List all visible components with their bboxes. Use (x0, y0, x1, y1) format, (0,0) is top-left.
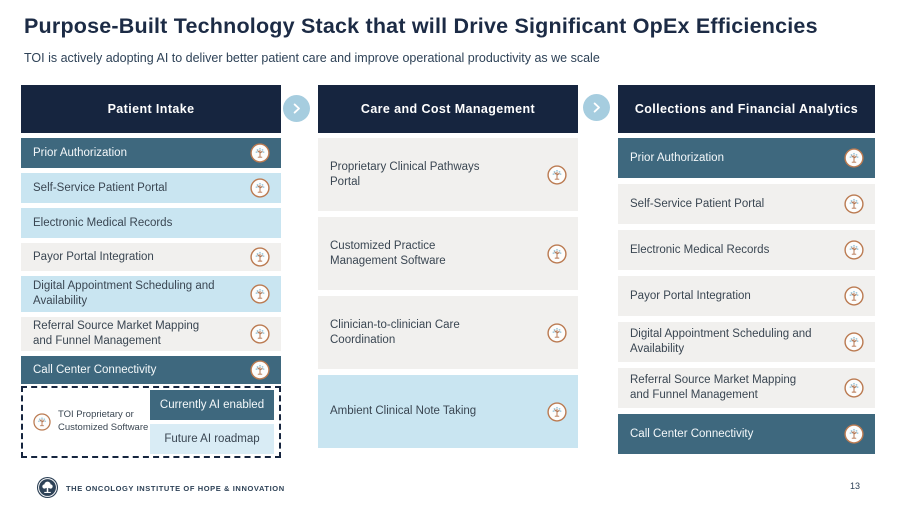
column-body: Prior Authorization Self-Service Patient… (21, 138, 281, 384)
stack-item-label: Payor Portal Integration (630, 289, 751, 302)
legend-ai-enabled-chip: Currently AI enabled (150, 390, 274, 420)
stack-item: Electronic Medical Records (618, 230, 875, 270)
legend-proprietary-label: TOI Proprietary or Customized Software (58, 409, 149, 433)
toi-tree-icon (844, 240, 864, 260)
toi-footer-logo-icon (36, 476, 59, 499)
stack-item-label: Electronic Medical Records (630, 243, 770, 256)
stack-item: Referral Source Market Mapping and Funne… (21, 317, 281, 351)
toi-tree-icon (844, 148, 864, 168)
stack-item-label: Payor Portal Integration (33, 250, 154, 263)
stack-item-label: Proprietary Clinical Pathways Portal (330, 160, 480, 188)
toi-tree-icon (547, 401, 567, 422)
toi-tree-icon (547, 243, 567, 264)
toi-tree-icon (547, 322, 567, 343)
legend-icon-slot (33, 413, 51, 431)
chevron-right-icon (583, 94, 610, 121)
stack-item-label: Customized Practice Management Software (330, 239, 446, 267)
column-body: Prior Authorization Self-Service Patient… (618, 138, 875, 454)
column-header: Collections and Financial Analytics (618, 85, 875, 133)
toi-tree-icon (547, 164, 567, 185)
stack-item-label: Prior Authorization (630, 151, 724, 164)
toi-tree-icon (844, 378, 864, 398)
stack-item-label: Digital Appointment Scheduling and Avail… (33, 280, 215, 307)
stack-item-label: Self-Service Patient Portal (630, 197, 765, 210)
legend-proprietary: TOI Proprietary or Customized Software (33, 409, 150, 435)
column-collections-financial-analytics: Collections and Financial Analytics Prio… (618, 85, 875, 454)
stack-item: Digital Appointment Scheduling and Avail… (618, 322, 875, 362)
stack-item-label: Referral Source Market Mapping and Funne… (630, 374, 797, 401)
stack-item: Ambient Clinical Note Taking (318, 375, 578, 448)
stack-item-label: Call Center Connectivity (630, 427, 754, 440)
stack-item: Digital Appointment Scheduling and Avail… (21, 276, 281, 312)
column-header: Care and Cost Management (318, 85, 578, 133)
stack-item-label: Ambient Clinical Note Taking (330, 405, 477, 418)
toi-tree-icon (250, 143, 270, 163)
stack-item-label: Call Center Connectivity (33, 363, 157, 376)
stack-item: Prior Authorization (618, 138, 875, 178)
toi-tree-icon (250, 247, 270, 267)
page-title: Purpose-Built Technology Stack that will… (24, 14, 818, 38)
chevron-right-icon (283, 95, 310, 122)
column-header: Patient Intake (21, 85, 281, 133)
stack-item-label: Self-Service Patient Portal (33, 181, 168, 194)
toi-tree-icon (250, 360, 270, 380)
toi-tree-icon (250, 324, 270, 344)
toi-tree-icon (250, 284, 270, 304)
stack-item: Call Center Connectivity (618, 414, 875, 454)
stack-item: Customized Practice Management Software (318, 217, 578, 290)
column-body: Proprietary Clinical Pathways Portal Cus… (318, 138, 578, 448)
stack-item: Payor Portal Integration (618, 276, 875, 316)
stack-item: Self-Service Patient Portal (618, 184, 875, 224)
stack-item-label: Electronic Medical Records (33, 216, 173, 229)
stack-item: Call Center Connectivity (21, 356, 281, 384)
stack-item: Clinician-to-clinician Care Coordination (318, 296, 578, 369)
stack-item-label: Digital Appointment Scheduling and Avail… (630, 328, 812, 355)
column-care-cost-management: Care and Cost Management Proprietary Cli… (318, 85, 578, 448)
toi-tree-icon (844, 194, 864, 214)
stack-item: Referral Source Market Mapping and Funne… (618, 368, 875, 408)
toi-tree-icon (844, 424, 864, 444)
stack-item: Electronic Medical Records (21, 208, 281, 238)
stack-item-label: Referral Source Market Mapping and Funne… (33, 320, 200, 347)
page-number: 13 (850, 481, 861, 491)
stack-item-label: Clinician-to-clinician Care Coordination (330, 318, 460, 346)
stack-item: Payor Portal Integration (21, 243, 281, 271)
legend-ai-roadmap-chip: Future AI roadmap (150, 424, 274, 454)
stack-item: Self-Service Patient Portal (21, 173, 281, 203)
footer-brand-text: THE ONCOLOGY INSTITUTE OF HOPE & INNOVAT… (66, 484, 285, 493)
toi-tree-icon (844, 286, 864, 306)
page-subtitle: TOI is actively adopting AI to deliver b… (24, 51, 600, 65)
column-patient-intake: Patient Intake Prior Authorization Self-… (21, 85, 281, 384)
toi-tree-icon (33, 413, 51, 431)
toi-tree-icon (250, 178, 270, 198)
stack-item: Proprietary Clinical Pathways Portal (318, 138, 578, 211)
toi-tree-icon (844, 332, 864, 352)
legend-chips: Currently AI enabled Future AI roadmap (150, 390, 274, 454)
legend-box: TOI Proprietary or Customized Software C… (21, 386, 281, 458)
stack-item-label: Prior Authorization (33, 146, 127, 159)
stack-item: Prior Authorization (21, 138, 281, 168)
